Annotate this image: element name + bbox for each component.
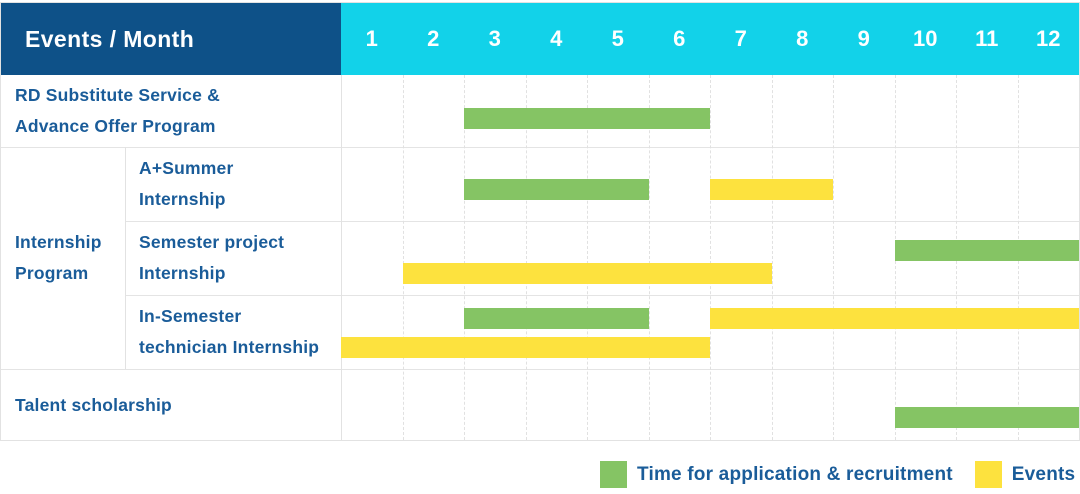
legend-label-event: Events: [1011, 463, 1076, 485]
month-gridline: [833, 75, 834, 440]
month-gridline: [771, 75, 773, 440]
row-divider: [125, 295, 1079, 296]
legend-item-event: Events: [974, 461, 1076, 488]
row-divider: [1, 147, 1079, 148]
month-gridline: [464, 75, 465, 440]
row-label-in-semester-technician: In-Semester technician Internship: [139, 306, 320, 357]
month-header-12: 12: [1036, 26, 1061, 51]
month-gridline: [587, 75, 588, 440]
row-divider: [125, 221, 1079, 222]
month-header-row: 1 2 3 4 5 6 7 8 9 10 11 12: [341, 3, 1079, 75]
group-label-internship-program: Internship Program: [15, 232, 102, 283]
bar-event-m2-m7: [402, 263, 772, 284]
month-header-9: 9: [857, 26, 870, 51]
month-gridline: [648, 75, 650, 440]
legend-label-recruitment: Time for application & recruitment: [637, 463, 953, 485]
row-label-semester-project: Semester project Internship: [139, 232, 285, 283]
month-header-7: 7: [734, 26, 747, 51]
month-gridline: [525, 75, 527, 440]
month-header-6: 6: [673, 26, 686, 51]
label-column-divider: [341, 75, 342, 440]
month-header-11: 11: [975, 26, 999, 51]
group-column-divider: [125, 147, 126, 369]
legend-swatch-recruitment: [600, 461, 627, 488]
month-header-4: 4: [550, 26, 563, 51]
row-label-rd-substitute: RD Substitute Service & Advance Offer Pr…: [15, 85, 220, 136]
month-header-3: 3: [488, 26, 501, 51]
bar-recruitment-m3-m5: [464, 179, 649, 200]
month-header-5: 5: [611, 26, 624, 51]
month-header-1: 1: [365, 26, 378, 51]
row-divider: [1, 369, 1079, 370]
bar-event-m7-m12: [710, 308, 1079, 329]
month-header-8: 8: [796, 26, 809, 51]
month-header-10: 10: [913, 26, 938, 51]
events-month-header: Events / Month: [1, 3, 341, 75]
events-table: Events / Month 1 2 3 4 5 6 7 8 9 10 11 12 RD Substi…: [0, 2, 1080, 441]
row-label-a-plus-summer: A+Summer Internship: [139, 158, 234, 209]
legend-item-recruitment: Time for application & recruitment: [600, 461, 953, 488]
legend: Time for application & recruitment Events: [600, 461, 1075, 488]
timeline-plot-area: [341, 75, 1079, 440]
bar-recruitment-m3-m6: [464, 108, 710, 129]
legend-swatch-event: [974, 461, 1002, 488]
bar-recruitment-m10-m12: [894, 240, 1079, 261]
bar-event-m7-m8: [710, 179, 833, 200]
month-gridline: [402, 75, 404, 440]
events-month-header-label: Events / Month: [25, 25, 195, 52]
bar-recruitment-m3-m5: [464, 308, 649, 329]
month-header-2: 2: [427, 26, 440, 51]
bar-event-m1-m6: [341, 337, 710, 358]
month-gridline: [710, 75, 711, 440]
bar-recruitment-m10-m12: [894, 407, 1079, 428]
row-label-talent-scholarship: Talent scholarship: [15, 394, 172, 415]
